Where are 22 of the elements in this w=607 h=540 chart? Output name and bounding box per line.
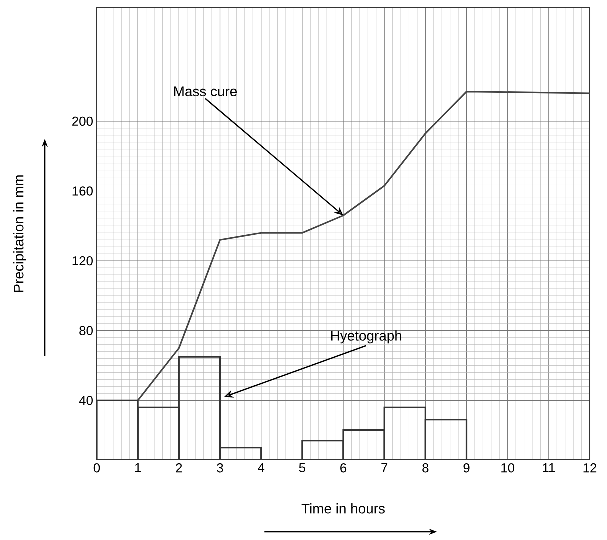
x-tick-label: 12 [584, 464, 597, 473]
x-tick-label: 10 [502, 464, 515, 473]
x-tick-label: 9 [464, 464, 470, 473]
x-tick-label: 1 [135, 464, 142, 472]
x-tick-label: 4 [258, 464, 265, 472]
x-tick-label: 5 [299, 464, 306, 473]
x-tick-label: 6 [340, 464, 347, 473]
x-tick-label: 11 [543, 464, 556, 472]
x-tick-label: 0 [94, 464, 100, 473]
y-tick-label: 40 [79, 396, 93, 406]
x-tick-label: 2 [176, 464, 182, 473]
annotation: Mass cure [174, 86, 238, 97]
x-tick-label: 7 [382, 464, 388, 472]
annotation: Hyetograph [331, 330, 402, 344]
y-tick-label: 160 [72, 186, 93, 196]
y-tick-label: 80 [80, 326, 93, 336]
x-axis-title: Time in hours [302, 504, 385, 514]
y-tick-label: 200 [72, 116, 93, 126]
x-tick-label: 3 [217, 464, 224, 473]
y-tick-label: 120 [72, 256, 93, 266]
y-axis-title: Precipitation in mm [13, 176, 26, 292]
x-tick-label: 8 [422, 464, 429, 473]
